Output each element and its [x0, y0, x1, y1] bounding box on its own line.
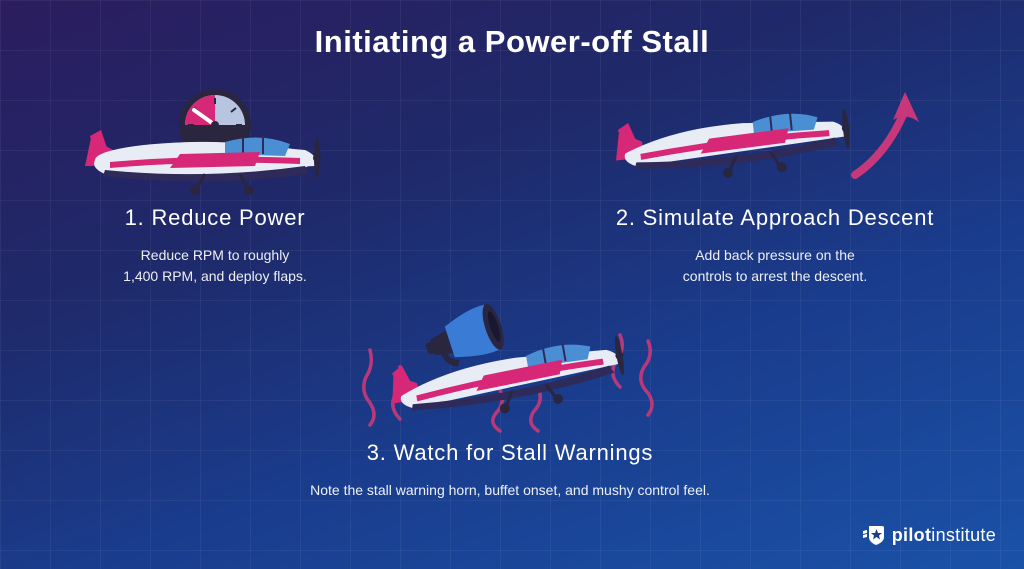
- brand-text: pilotinstitute: [892, 525, 996, 546]
- step-2-body: Add back pressure on the controls to arr…: [585, 245, 965, 287]
- shield-wing-star-icon: [862, 523, 886, 547]
- airplane-icon: [386, 327, 630, 432]
- step-2-heading: 2. Simulate Approach Descent: [585, 205, 965, 231]
- step-3-body-line1: Note the stall warning horn, buffet onse…: [310, 482, 710, 498]
- step-2-body-line1: Add back pressure on the: [695, 247, 855, 263]
- step-1-body-line2: 1,400 RPM, and deploy flaps.: [123, 268, 307, 284]
- airplane-icon: [612, 100, 854, 189]
- brand-logo: pilotinstitute: [862, 523, 996, 547]
- step-2-block: 2. Simulate Approach Descent Add back pr…: [585, 85, 965, 287]
- step-3-heading: 3. Watch for Stall Warnings: [280, 440, 740, 466]
- brand-bold: pilot: [892, 525, 932, 545]
- step-1-heading: 1. Reduce Power: [55, 205, 375, 231]
- step-1-block: 1. Reduce Power Reduce RPM to roughly 1,…: [55, 85, 375, 287]
- plane-horn-illustration: [280, 300, 740, 430]
- ascent-arrow-icon: [855, 92, 919, 175]
- step-1-body: Reduce RPM to roughly 1,400 RPM, and dep…: [55, 245, 375, 287]
- page-title: Initiating a Power-off Stall: [0, 24, 1024, 60]
- step-3-block: 3. Watch for Stall Warnings Note the sta…: [280, 300, 740, 501]
- brand-light: institute: [931, 525, 996, 545]
- step-3-body: Note the stall warning horn, buffet onse…: [280, 480, 740, 501]
- plane-gauge-illustration: [55, 85, 375, 195]
- plane-arrow-illustration: [585, 85, 965, 195]
- step-1-body-line1: Reduce RPM to roughly: [141, 247, 290, 263]
- step-2-body-line2: controls to arrest the descent.: [683, 268, 867, 284]
